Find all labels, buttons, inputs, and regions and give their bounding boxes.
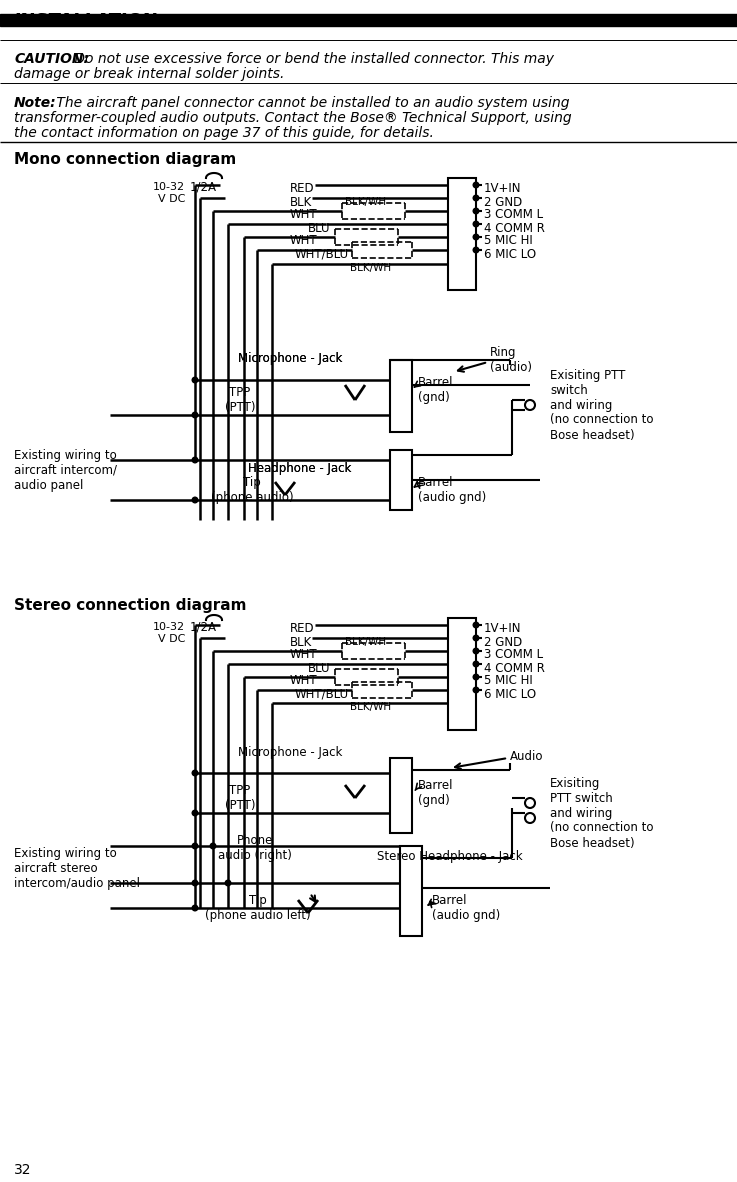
Circle shape: [192, 810, 198, 816]
Text: 1/2A: 1/2A: [190, 621, 217, 634]
Text: Existing wiring to
aircraft stereo
intercom/audio panel: Existing wiring to aircraft stereo inter…: [14, 846, 140, 890]
Bar: [390, 361, 412, 431]
Text: WHT/BLU: WHT/BLU: [295, 688, 349, 701]
Text: 4 COMM R: 4 COMM R: [484, 662, 545, 675]
Text: Headphone - Jack: Headphone - Jack: [248, 462, 352, 475]
Text: BLK/WH: BLK/WH: [345, 197, 386, 207]
Text: RED: RED: [290, 623, 315, 636]
Circle shape: [192, 771, 198, 775]
Text: 32: 32: [14, 1163, 32, 1177]
Circle shape: [473, 622, 479, 628]
Text: WHT: WHT: [290, 649, 318, 662]
Circle shape: [192, 377, 198, 383]
Text: the contact information on page 37 of this guide, for details.: the contact information on page 37 of th…: [14, 126, 434, 139]
Text: WHT: WHT: [290, 675, 318, 688]
Text: 10-32
V DC: 10-32 V DC: [153, 182, 185, 203]
Text: 5 MIC HI: 5 MIC HI: [484, 675, 533, 688]
Text: Note:: Note:: [14, 96, 57, 110]
Circle shape: [473, 648, 479, 654]
Circle shape: [210, 843, 216, 849]
Circle shape: [473, 674, 479, 680]
Text: 2 GND: 2 GND: [484, 636, 523, 649]
Circle shape: [192, 843, 198, 849]
Text: Barrel
(gnd): Barrel (gnd): [418, 779, 453, 807]
Text: Tip
(phone audio left): Tip (phone audio left): [205, 894, 311, 922]
Circle shape: [192, 905, 198, 911]
Circle shape: [192, 413, 198, 417]
Bar: [390, 758, 412, 833]
Text: 1/2A: 1/2A: [190, 180, 217, 193]
Text: damage or break internal solder joints.: damage or break internal solder joints.: [14, 67, 284, 82]
Text: 1V+IN: 1V+IN: [484, 182, 522, 195]
Text: BLK/WH: BLK/WH: [345, 637, 386, 647]
Text: BLK/WH: BLK/WH: [350, 702, 391, 712]
Circle shape: [473, 661, 479, 667]
Text: Microphone - Jack: Microphone - Jack: [238, 352, 342, 365]
Text: Headphone - Jack: Headphone - Jack: [248, 462, 352, 475]
Text: Barrel
(audio gnd): Barrel (audio gnd): [432, 894, 500, 922]
Circle shape: [473, 687, 479, 693]
Text: 6 MIC LO: 6 MIC LO: [484, 247, 536, 260]
Text: 3 COMM L: 3 COMM L: [484, 649, 543, 662]
Circle shape: [473, 247, 479, 253]
Text: Tip
(phone audio): Tip (phone audio): [211, 476, 293, 504]
Text: Existing wiring to
aircraft intercom/
audio panel: Existing wiring to aircraft intercom/ au…: [14, 448, 117, 492]
Text: Stereo Headphone - Jack: Stereo Headphone - Jack: [377, 850, 523, 863]
Text: The aircraft panel connector cannot be installed to an audio system using: The aircraft panel connector cannot be i…: [52, 96, 570, 110]
Circle shape: [192, 457, 198, 463]
Text: BLK: BLK: [290, 195, 312, 208]
Text: 3 COMM L: 3 COMM L: [484, 208, 543, 221]
Bar: [0, 14, 737, 26]
Text: Barrel
(audio gnd): Barrel (audio gnd): [418, 476, 486, 504]
Text: Exisiting PTT
switch
and wiring
(no connection to
Bose headset): Exisiting PTT switch and wiring (no conn…: [550, 369, 654, 442]
Text: 10-32
V DC: 10-32 V DC: [153, 622, 185, 644]
Text: 2 GND: 2 GND: [484, 195, 523, 208]
Text: Mono connection diagram: Mono connection diagram: [14, 152, 237, 167]
Bar: [400, 846, 422, 936]
Text: BLU: BLU: [308, 662, 330, 675]
Text: Barrel
(gnd): Barrel (gnd): [418, 376, 453, 404]
Circle shape: [473, 182, 479, 188]
Text: Microphone - Jack: Microphone - Jack: [238, 352, 342, 365]
Text: Audio: Audio: [510, 749, 543, 762]
Circle shape: [473, 635, 479, 641]
Text: CAUTION:: CAUTION:: [14, 52, 89, 66]
Circle shape: [473, 221, 479, 227]
Text: Phone
audio (right): Phone audio (right): [218, 834, 292, 862]
Text: 5 MIC HI: 5 MIC HI: [484, 234, 533, 247]
Circle shape: [473, 234, 479, 240]
Text: WHT/BLU: WHT/BLU: [295, 247, 349, 260]
Text: Ring
(audio): Ring (audio): [490, 346, 532, 374]
Text: TPP
(PTT): TPP (PTT): [225, 784, 255, 812]
Text: TPP
(PTT): TPP (PTT): [225, 387, 255, 414]
Text: transformer-coupled audio outputs. Contact the Bose® Technical Support, using: transformer-coupled audio outputs. Conta…: [14, 111, 572, 125]
Text: 4 COMM R: 4 COMM R: [484, 221, 545, 234]
Circle shape: [226, 881, 231, 885]
Text: Microphone - Jack: Microphone - Jack: [238, 746, 342, 759]
Circle shape: [525, 798, 535, 808]
Circle shape: [192, 881, 198, 885]
Text: Exisiting
PTT switch
and wiring
(no connection to
Bose headset): Exisiting PTT switch and wiring (no conn…: [550, 777, 654, 850]
Text: Stereo connection diagram: Stereo connection diagram: [14, 598, 246, 613]
Bar: [448, 618, 476, 730]
Text: BLK: BLK: [290, 636, 312, 649]
Text: Do not use excessive force or bend the installed connector. This may: Do not use excessive force or bend the i…: [70, 52, 554, 66]
Circle shape: [525, 400, 535, 410]
Text: WHT: WHT: [290, 234, 318, 247]
Circle shape: [192, 498, 198, 502]
Text: 1V+IN: 1V+IN: [484, 623, 522, 636]
Text: 6 MIC LO: 6 MIC LO: [484, 688, 536, 701]
Circle shape: [525, 813, 535, 823]
Text: RED: RED: [290, 182, 315, 195]
Text: BLU: BLU: [308, 221, 330, 234]
Text: BLK/WH: BLK/WH: [350, 264, 391, 273]
Text: WHT: WHT: [290, 208, 318, 221]
Text: INSTALLATION: INSTALLATION: [14, 12, 158, 30]
Bar: [448, 178, 476, 290]
Circle shape: [473, 208, 479, 214]
Circle shape: [473, 195, 479, 201]
Bar: [390, 450, 412, 509]
